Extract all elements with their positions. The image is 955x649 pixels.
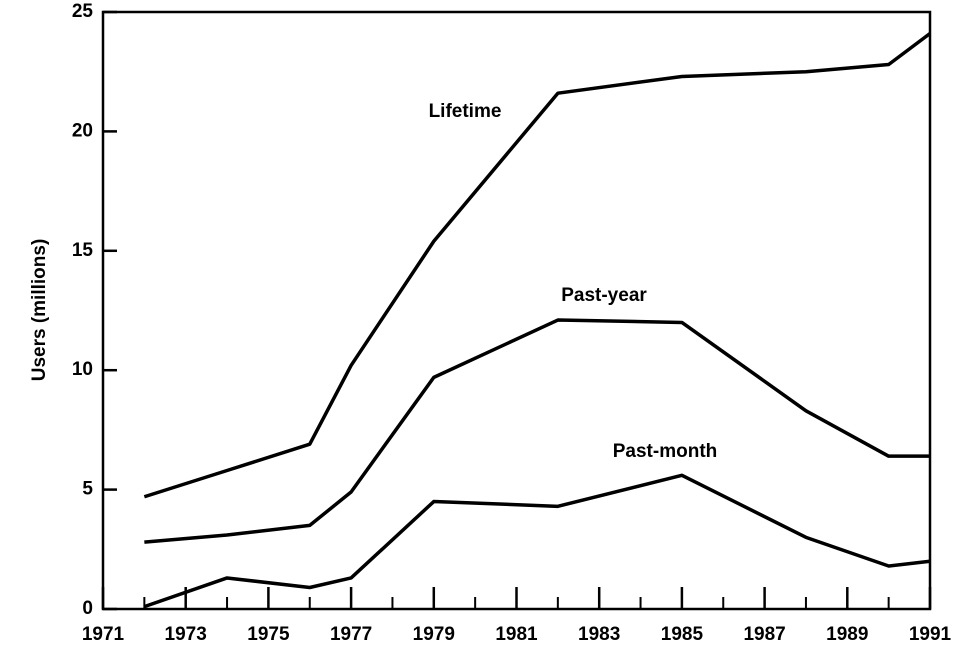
y-tick-label: 0 <box>82 598 93 619</box>
plot-frame <box>101 10 932 611</box>
x-tick-label: 1987 <box>743 624 785 645</box>
series-line <box>144 318 930 544</box>
x-tick-label: 1979 <box>413 624 455 645</box>
y-tick-label: 25 <box>72 1 94 22</box>
series-label: Past-month <box>613 441 718 462</box>
x-tick-label: 1971 <box>82 624 125 645</box>
y-tick-label: 20 <box>72 120 93 141</box>
x-tick-label: 1981 <box>495 624 538 645</box>
y-tick-label: 15 <box>72 240 94 261</box>
x-tick-label: 1985 <box>661 624 704 645</box>
x-tick-label: 1975 <box>247 624 290 645</box>
x-tick-label: 1991 <box>909 624 952 645</box>
series-line <box>143 473 931 609</box>
x-tick-label: 1983 <box>578 624 620 645</box>
y-tick-label: 10 <box>72 359 93 380</box>
x-tick-label: 1989 <box>826 624 868 645</box>
series-line <box>143 32 932 499</box>
series-label: Past-year <box>561 285 647 306</box>
x-tick-label: 1977 <box>330 624 372 645</box>
x-tick-label: 1973 <box>165 624 207 645</box>
y-axis-label: Users (millions) <box>29 239 50 382</box>
series-label: Lifetime <box>429 101 502 122</box>
y-tick-label: 5 <box>82 479 93 500</box>
